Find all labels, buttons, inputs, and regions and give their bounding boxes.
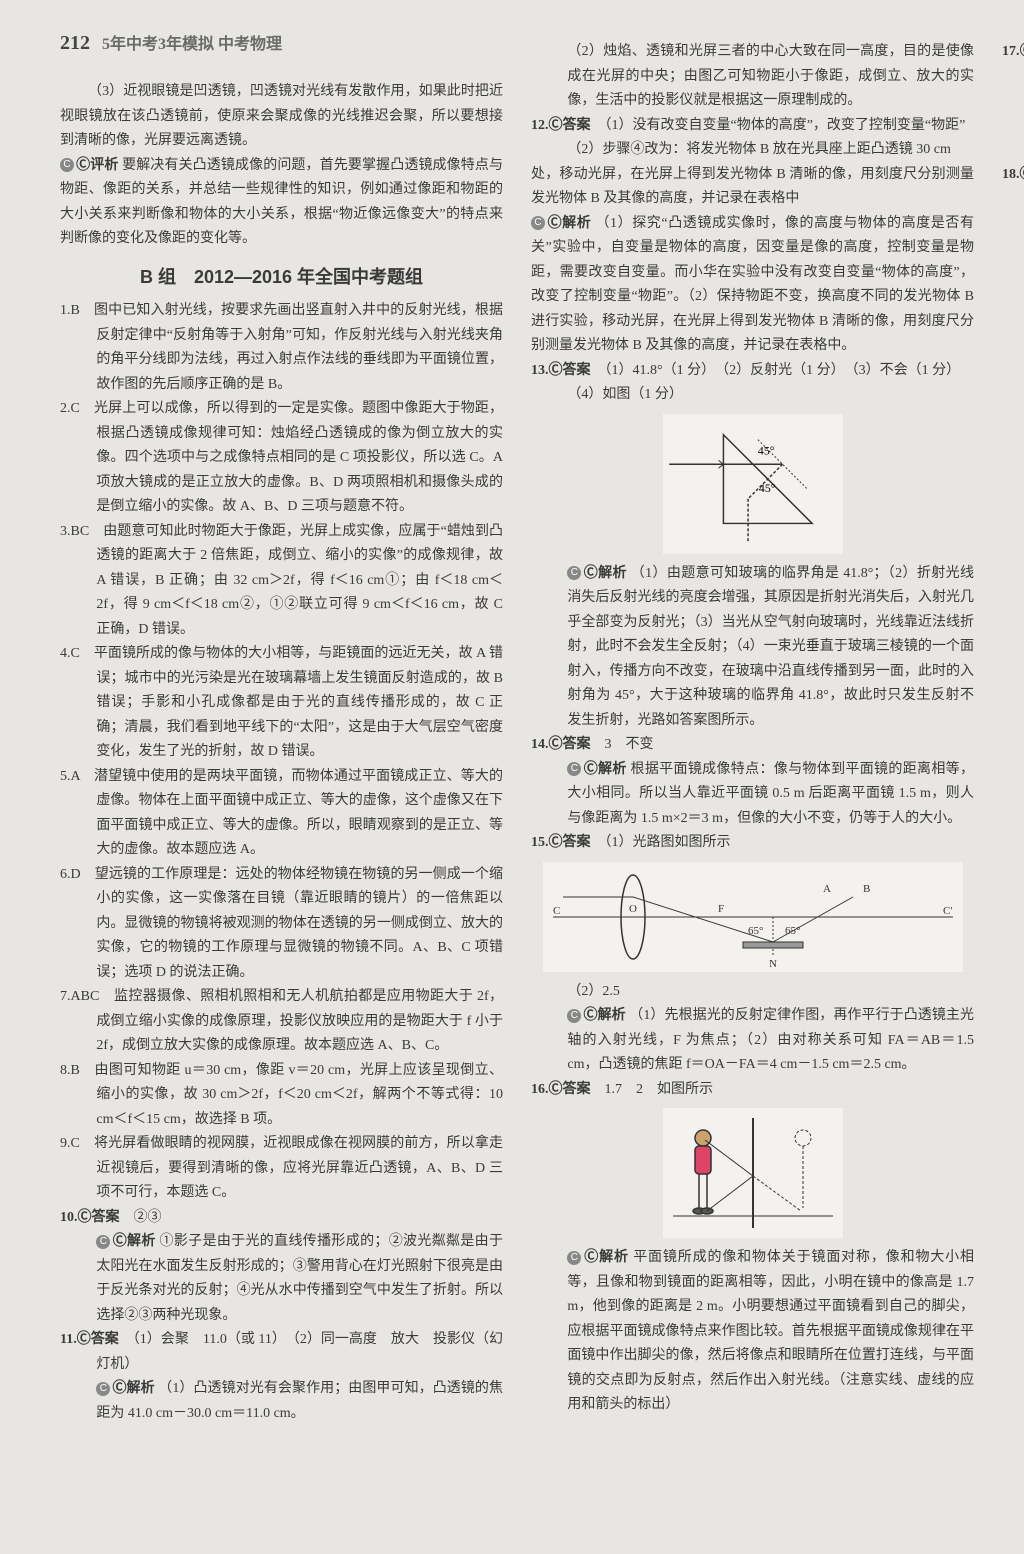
q13-jiexi: CⒸ解析 （1）由题意可知玻璃的临界角是 41.8°；（2）折射光线消失后反射光… (531, 562, 974, 734)
q11-jiexi-2: （2）烛焰、透镜和光屏三者的中心大致在同一高度，目的是使像成在光屏的中央；由图乙… (531, 40, 974, 114)
q11-jx: （1）凸透镜对光有会聚作用；由图甲可知，凸透镜的焦距为 41.0 cm－30.0… (96, 1381, 503, 1421)
q15-answer: 15.Ⓒ答案 （1）光路图如图所示 (531, 831, 974, 856)
q15-jiexi: CⒸ解析 （1）先根据光的反射定律作图，再作平行于凸透镜主光轴的入射光线，F 为… (531, 1004, 974, 1078)
q14-ans: 3 不变 (605, 737, 654, 752)
q16-label: 16.Ⓒ答案 (531, 1082, 591, 1097)
q15-a2: （2）2.5 (531, 980, 974, 1005)
q13-answer: 13.Ⓒ答案 （1）41.8°（1 分） （2）反射光（1 分） （3）不会（1… (531, 359, 974, 384)
q18-a2: （2）小聪 先有入射角，才有反射角（或先有入射光线，才有反射光线） (1002, 187, 1024, 236)
q15-ans: （1）光路图如图所示 (605, 835, 731, 850)
q10-jiexi: CⒸ解析 ①影子是由于光的直线传播形成的；②波光粼粼是由于太阳光在水面发生反射形… (60, 1230, 503, 1328)
q14-answer: 14.Ⓒ答案 3 不变 (531, 733, 974, 758)
q15-label: 15.Ⓒ答案 (531, 835, 591, 850)
lbl-65a: 65° (748, 925, 763, 937)
r-cont1: 处，移动光屏，在光屏上得到发光物体 B 清晰的像，用刻度尺分别测量发光物体 B … (531, 163, 974, 212)
badge-icon: C (531, 216, 545, 230)
badge-icon: C (567, 762, 581, 776)
q12-a2: （2）步骤④改为：将发光物体 B 放在光具座上距凸透镜 30 cm (531, 138, 974, 163)
lbl-O: O (629, 903, 637, 915)
q18-label: 18.Ⓒ答案 (1002, 167, 1024, 182)
q8: 8.B 由图可知物距 u＝30 cm，像距 v＝20 cm，光屏上应该呈现倒立、… (60, 1059, 503, 1133)
q13-jx: （1）由题意可知玻璃的临界角是 41.8°；（2）折射光线消失后反射光线的亮度会… (567, 566, 974, 728)
q5: 5.A 潜望镜中使用的是两块平面镜，而物体通过平面镜成正立、等大的虚像。物体在上… (60, 765, 503, 863)
q17-label: 17.Ⓒ答案 (1002, 44, 1024, 59)
q13-jx-label: Ⓒ解析 (583, 566, 627, 581)
badge-icon: C (567, 566, 581, 580)
page-body: （3）近视眼镜是凹透镜，凹透镜对光线有发散作用，如果此时把近视眼镜放在该凸透镜前… (0, 0, 1024, 1490)
angle-45b: 45° (758, 480, 775, 494)
q2: 2.C 光屏上可以成像，所以得到的一定是实像。题图中像距大于物距，根据凸透镜成像… (60, 397, 503, 520)
q13-label: 13.Ⓒ答案 (531, 363, 591, 378)
q1: 1.B 图中已知入射光线，按要求先画出竖直射入井中的反射光线，根据反射定律中“反… (60, 299, 503, 397)
q10-ans: ②③ (134, 1210, 162, 1225)
lbl-N: N (769, 958, 777, 970)
q12-label: 12.Ⓒ答案 (531, 118, 591, 133)
q16-jiexi: CⒸ解析 平面镜所成的像和物体关于镜面对称，像和物大小相等，且像和物到镜面的距离… (531, 1246, 974, 1418)
q16-answer: 16.Ⓒ答案 1.7 2 如图所示 (531, 1078, 974, 1103)
pinglun-label: Ⓒ评析 (76, 158, 118, 173)
q11-jx-label: Ⓒ解析 (112, 1381, 154, 1396)
series-title: 5年中考3年模拟 (102, 36, 214, 53)
fig-16-mirror (663, 1108, 843, 1238)
badge-icon: C (567, 1009, 581, 1023)
q17-answer: 17.Ⓒ答案 ①像距 v 随物距 u 的减小而增大 ②像高 L像 与 v/u 成… (1002, 40, 1024, 114)
lbl-F: F (718, 903, 724, 915)
page-number: 212 (60, 32, 90, 54)
q10-jx: ①影子是由于光的直线传播形成的；②波光粼粼是由于太阳光在水面发生反射形成的；③警… (96, 1234, 503, 1323)
lbl-A: A (823, 883, 831, 895)
pinglun-text: 要解决有关凸透镜成像的问题，首先要掌握凸透镜成像特点与物距、像距的关系，并总结一… (60, 158, 503, 247)
q10-jx-label: Ⓒ解析 (112, 1234, 155, 1249)
q15-jx-label: Ⓒ解析 (583, 1008, 625, 1023)
q18-answer: 18.Ⓒ答案 （1）反射光线、入射光线与法线在同一平面上 (1002, 163, 1024, 188)
fig-15-optics: C O F A B C′ N 65° 65° (543, 862, 963, 972)
q10-label: 10.Ⓒ答案 (60, 1210, 120, 1225)
q17-jiexi: CⒸ解析 f＝10 cm 为已知，由表中数据知，u＞f，凸透镜成实像，结合数据和… (1002, 114, 1024, 163)
lbl-B: B (863, 883, 870, 895)
q12-answer: 12.Ⓒ答案 （1）没有改变自变量“物体的高度”，改变了控制变量“物距” (531, 114, 974, 139)
r-jx0-text: （1）探究“凸透镜成实像时，像的高度与物体的高度是否有关”实验中，自变量是物体的… (531, 216, 974, 354)
page-header: 212 5年中考3年模拟 中考物理 (60, 30, 282, 55)
fig-13-prism: 45° 45° (663, 414, 843, 554)
q13-ans: （1）41.8°（1 分） （2）反射光（1 分） （3）不会（1 分） (605, 363, 961, 378)
q15-jx: （1）先根据光的反射定律作图，再作平行于凸透镜主光轴的入射光线，F 为焦点；（2… (567, 1008, 974, 1072)
q16-jx-label: Ⓒ解析 (583, 1250, 628, 1265)
q16-jx: 平面镜所成的像和物体关于镜面对称，像和物大小相等，且像和物到镜面的距离相等，因此… (567, 1250, 974, 1412)
q11-answer: 11.Ⓒ答案 （1）会聚 11.0（或 11） （2）同一高度 放大 投影仪（幻… (60, 1328, 503, 1377)
q12-ans: （1）没有改变自变量“物体的高度”，改变了控制变量“物距” (605, 118, 966, 133)
lbl-C2: C′ (943, 905, 953, 917)
lbl-C: C (553, 905, 560, 917)
q18-a3: （3）光反射时，光路是可逆的（或光路具有可逆性） (1002, 236, 1024, 261)
q3: 3.BC 由题意可知此时物距大于像距，光屏上成实像，应属于“蜡烛到凸透镜的距离大… (60, 520, 503, 643)
pinglun: CⒸ评析 要解决有关凸透镜成像的问题，首先要掌握凸透镜成像特点与物距、像距的关系… (60, 154, 503, 252)
q4: 4.C 平面镜所成的像与物体的大小相等，与距镜面的远近无关，故 A 错误；城市中… (60, 642, 503, 765)
q14-jx-label: Ⓒ解析 (583, 762, 626, 777)
q16-ans: 1.7 2 如图所示 (605, 1082, 714, 1097)
badge-icon: C (60, 158, 74, 172)
q14-label: 14.Ⓒ答案 (531, 737, 591, 752)
q14-jiexi: CⒸ解析 根据平面镜成像特点：像与物体到平面镜的距离相等，大小相同。所以当人靠近… (531, 758, 974, 832)
q11-ans: （1）会聚 11.0（或 11） （2）同一高度 放大 投影仪（幻灯机） (96, 1332, 503, 1372)
q14-jx: 根据平面镜成像特点：像与物体到平面镜的距离相等，大小相同。所以当人靠近平面镜 0… (567, 762, 974, 826)
q9: 9.C 将光屏看做眼睛的视网膜，近视眼成像在视网膜的前方，所以拿走近视镜后，要得… (60, 1132, 503, 1206)
r-jx0: CⒸ解析 （1）探究“凸透镜成实像时，像的高度与物体的高度是否有关”实验中，自变… (531, 212, 974, 359)
jx-label: Ⓒ解析 (547, 216, 591, 231)
lbl-65b: 65° (785, 925, 800, 937)
subject: 中考物理 (218, 36, 282, 53)
q11-label: 11.Ⓒ答案 (60, 1332, 119, 1347)
q6: 6.D 望远镜的工作原理是：远处的物体经物镜在物镜的另一侧成一个缩小的实像，这一… (60, 863, 503, 986)
para-3: （3）近视眼镜是凹透镜，凹透镜对光线有发散作用，如果此时把近视眼镜放在该凸透镜前… (60, 80, 503, 154)
q10-answer: 10.Ⓒ答案 ②③ (60, 1206, 503, 1231)
q11-jiexi: CⒸ解析 （1）凸透镜对光有会聚作用；由图甲可知，凸透镜的焦距为 41.0 cm… (60, 1377, 503, 1426)
badge-icon: C (96, 1382, 110, 1396)
badge-icon: C (96, 1235, 110, 1249)
q13-a4: （4）如图（1 分） (531, 383, 974, 408)
q7: 7.ABC 监控器摄像、照相机照相和无人机航拍都是应用物距大于 2f，成倒立缩小… (60, 985, 503, 1059)
group-b-title: B 组 2012—2016 年全国中考题组 (60, 262, 503, 294)
badge-icon: C (567, 1251, 581, 1265)
angle-45a: 45° (757, 443, 774, 457)
